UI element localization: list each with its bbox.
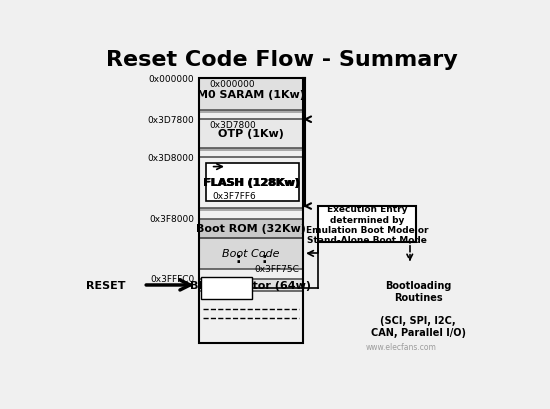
Text: M0 SARAM (1Kw): M0 SARAM (1Kw) xyxy=(197,90,305,100)
Text: OTP (1Kw): OTP (1Kw) xyxy=(218,129,284,139)
Text: 0x3D8000: 0x3D8000 xyxy=(148,153,195,162)
Text: Bootloading
Routines

(SCI, SPI, I2C,
CAN, Parallel I/O): Bootloading Routines (SCI, SPI, I2C, CAN… xyxy=(371,281,466,337)
Bar xyxy=(206,164,299,202)
Text: 0x3FF75C: 0x3FF75C xyxy=(254,264,299,273)
Bar xyxy=(199,148,303,151)
Bar xyxy=(199,279,303,292)
Text: Reset Code Flow - Summary: Reset Code Flow - Summary xyxy=(106,50,458,70)
Text: 0x3F8000: 0x3F8000 xyxy=(150,215,195,224)
Bar xyxy=(199,79,303,344)
Text: 0x000000: 0x000000 xyxy=(149,74,195,83)
Text: :: : xyxy=(235,252,241,265)
Text: 0x3FFFC0: 0x3FFFC0 xyxy=(150,274,195,283)
Bar xyxy=(201,277,252,299)
Text: :: : xyxy=(261,252,267,265)
Bar xyxy=(199,219,303,238)
Bar xyxy=(199,208,303,211)
Text: FLASH (128Kw): FLASH (128Kw) xyxy=(203,178,299,188)
Text: 0x000000: 0x000000 xyxy=(210,80,255,89)
Text: Execution Entry
determined by
Emulation Boot Mode or
Stand-Alone Boot Mode: Execution Entry determined by Emulation … xyxy=(306,204,428,245)
Text: FLASH (128Kw): FLASH (128Kw) xyxy=(205,178,301,188)
Text: Boot ROM (32Kw): Boot ROM (32Kw) xyxy=(196,224,306,234)
Text: www.elecfans.com: www.elecfans.com xyxy=(366,342,437,351)
Text: 0x3D7800: 0x3D7800 xyxy=(148,115,195,124)
Text: 0x3F7FF6: 0x3F7FF6 xyxy=(213,192,256,201)
Text: 0x3D7800: 0x3D7800 xyxy=(210,121,256,130)
Bar xyxy=(199,238,303,270)
Text: 0x3FF75C: 0x3FF75C xyxy=(203,284,248,293)
Text: FLASH (128Kw): FLASH (128Kw) xyxy=(203,178,299,188)
Text: Boot Code: Boot Code xyxy=(222,249,280,259)
Bar xyxy=(199,79,303,110)
Text: RESET: RESET xyxy=(86,280,125,290)
Bar xyxy=(199,120,303,148)
Text: BROM vector (64w): BROM vector (64w) xyxy=(190,280,311,290)
Bar xyxy=(199,158,303,208)
Bar xyxy=(318,207,416,243)
Bar xyxy=(199,110,303,114)
